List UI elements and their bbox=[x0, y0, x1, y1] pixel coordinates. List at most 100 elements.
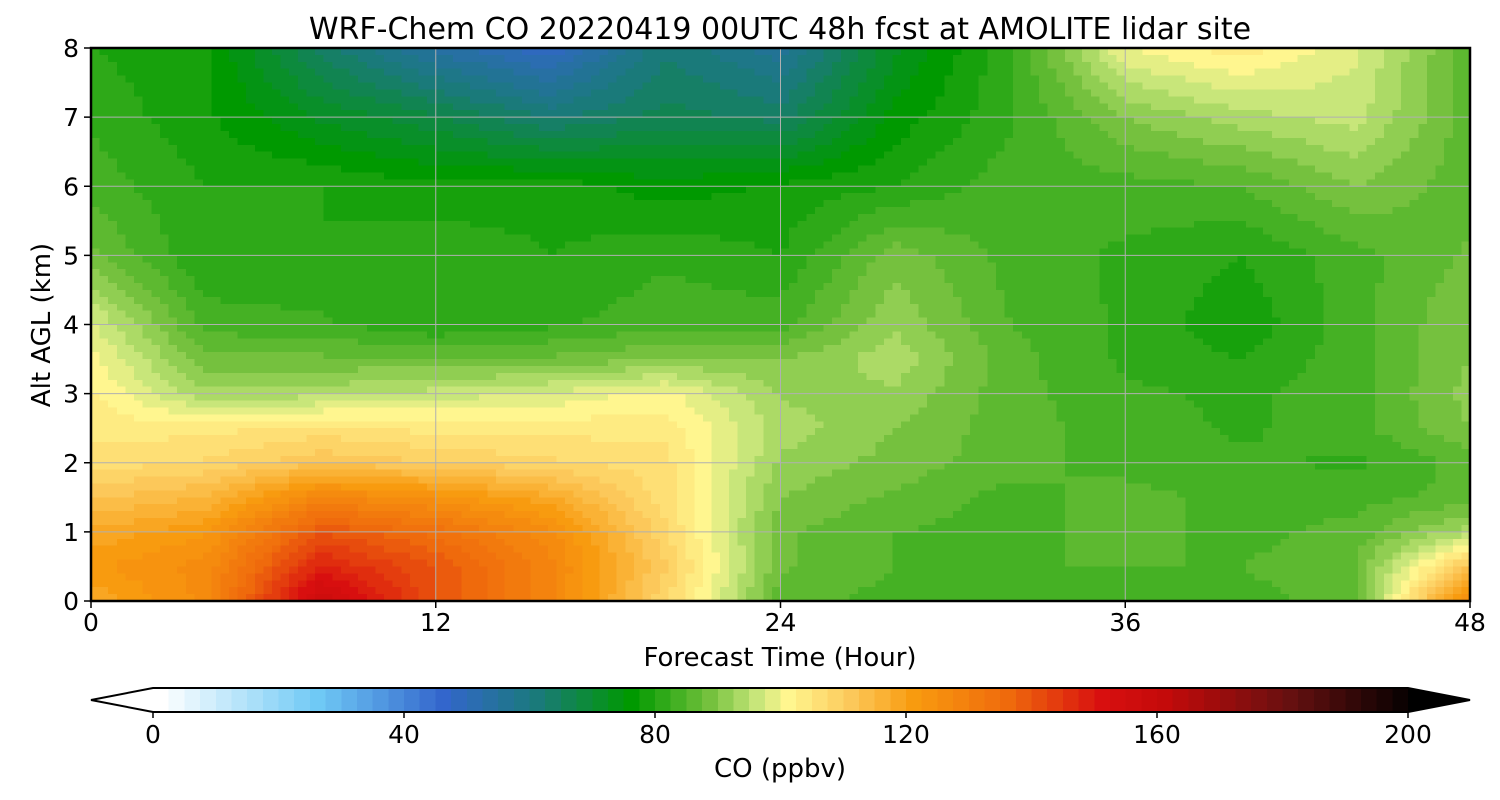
contour-cell bbox=[625, 55, 634, 63]
contour-cell bbox=[772, 89, 781, 97]
contour-cell bbox=[746, 110, 755, 118]
contour-cell bbox=[117, 152, 126, 160]
contour-cell bbox=[858, 76, 867, 84]
contour-cell bbox=[806, 89, 815, 97]
contour-cell bbox=[1039, 89, 1048, 97]
contour-cell bbox=[1186, 110, 1195, 118]
contour-cell bbox=[1186, 145, 1195, 153]
contour-cell bbox=[298, 152, 307, 160]
contour-cell bbox=[548, 83, 557, 91]
contour-cell bbox=[1272, 89, 1281, 97]
contour-cell bbox=[1005, 96, 1014, 104]
contour-cell bbox=[470, 159, 479, 167]
contour-cell bbox=[531, 117, 540, 125]
contour-cell bbox=[255, 76, 264, 84]
contour-cell bbox=[306, 55, 315, 63]
contour-cell bbox=[1074, 96, 1083, 104]
contour-cell bbox=[1410, 124, 1419, 132]
contour-cell bbox=[1410, 83, 1419, 91]
contour-cell bbox=[1453, 76, 1462, 84]
contour-cell bbox=[1134, 110, 1143, 118]
contour-cell bbox=[936, 166, 945, 174]
contour-cell bbox=[169, 124, 178, 132]
contour-cell bbox=[712, 69, 721, 77]
contour-cell bbox=[1151, 145, 1160, 153]
contour-cell bbox=[970, 152, 979, 160]
contour-cell bbox=[229, 131, 238, 139]
contour-cell bbox=[496, 55, 505, 63]
contour-cell bbox=[125, 172, 134, 180]
contour-cell bbox=[229, 69, 238, 77]
contour-cell bbox=[384, 76, 393, 84]
contour-cell bbox=[393, 131, 402, 139]
contour-cell bbox=[651, 145, 660, 153]
contour-cell bbox=[1039, 96, 1048, 104]
contour-cell bbox=[798, 152, 807, 160]
contour-cell bbox=[255, 96, 264, 104]
contour-cell bbox=[238, 131, 247, 139]
contour-cell bbox=[1410, 131, 1419, 139]
contour-cell bbox=[979, 131, 988, 139]
contour-cell bbox=[806, 55, 815, 63]
contour-cell bbox=[281, 166, 290, 174]
contour-cell bbox=[160, 138, 169, 146]
contour-cell bbox=[487, 76, 496, 84]
contour-cell bbox=[1401, 89, 1410, 97]
contour-cell bbox=[867, 96, 876, 104]
contour-cell bbox=[953, 138, 962, 146]
contour-cell bbox=[634, 124, 643, 132]
contour-cell bbox=[1410, 117, 1419, 125]
contour-cell bbox=[1332, 166, 1341, 174]
contour-cell bbox=[1349, 124, 1358, 132]
contour-cell bbox=[160, 131, 169, 139]
contour-cell bbox=[703, 62, 712, 70]
contour-cell bbox=[660, 179, 669, 187]
contour-cell bbox=[970, 138, 979, 146]
contour-cell bbox=[927, 89, 936, 97]
contour-cell bbox=[1289, 76, 1298, 84]
contour-cell bbox=[1358, 159, 1367, 167]
contour-cell bbox=[668, 172, 677, 180]
contour-cell bbox=[496, 179, 505, 187]
contour-cell bbox=[194, 55, 203, 63]
contour-cell bbox=[453, 55, 462, 63]
contour-cell bbox=[479, 96, 488, 104]
contour-cell bbox=[427, 117, 436, 125]
contour-cell bbox=[979, 89, 988, 97]
contour-cell bbox=[1160, 159, 1169, 167]
contour-cell bbox=[1013, 69, 1022, 77]
contour-cell bbox=[1030, 96, 1039, 104]
contour-cell bbox=[1272, 110, 1281, 118]
contour-cell bbox=[238, 179, 247, 187]
contour-cell bbox=[815, 117, 824, 125]
contour-cell bbox=[298, 179, 307, 187]
contour-cell bbox=[341, 83, 350, 91]
contour-cell bbox=[203, 172, 212, 180]
contour-cell bbox=[358, 166, 367, 174]
contour-cell bbox=[936, 103, 945, 111]
contour-cell bbox=[281, 138, 290, 146]
contour-cell bbox=[668, 145, 677, 153]
contour-cell bbox=[212, 110, 221, 118]
contour-cell bbox=[608, 83, 617, 91]
contour-cell bbox=[1323, 145, 1332, 153]
contour-cell bbox=[367, 110, 376, 118]
contour-cell bbox=[617, 117, 626, 125]
contour-cell bbox=[298, 172, 307, 180]
contour-cell bbox=[1349, 172, 1358, 180]
contour-cell bbox=[444, 62, 453, 70]
contour-cell bbox=[1091, 179, 1100, 187]
contour-cell bbox=[324, 131, 333, 139]
contour-cell bbox=[151, 110, 160, 118]
contour-cell bbox=[367, 62, 376, 70]
contour-cell bbox=[1160, 131, 1169, 139]
contour-cell bbox=[1392, 76, 1401, 84]
contour-cell bbox=[806, 103, 815, 111]
contour-cell bbox=[953, 152, 962, 160]
contour-cell bbox=[1229, 69, 1238, 77]
contour-cell bbox=[1289, 103, 1298, 111]
contour-cell bbox=[1091, 76, 1100, 84]
contour-cell bbox=[1332, 103, 1341, 111]
contour-cell bbox=[1237, 110, 1246, 118]
contour-cell bbox=[858, 138, 867, 146]
